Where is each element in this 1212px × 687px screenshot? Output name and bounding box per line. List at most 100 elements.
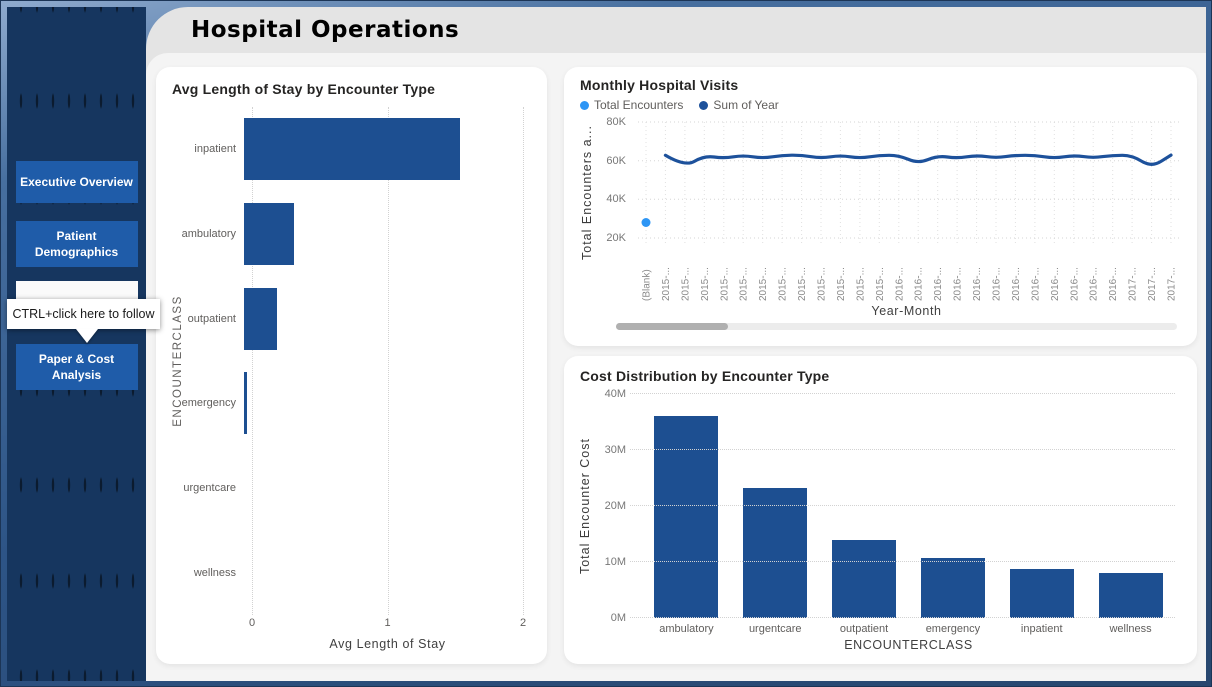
line-y-axis-title: Total Encounters a... xyxy=(580,125,594,261)
axis-tick: 2016-... xyxy=(914,267,925,301)
axis-tick: 2015-... xyxy=(758,267,769,301)
card-cost-distribution: Cost Distribution by Encounter Type Tota… xyxy=(564,356,1197,664)
main-area: Hospital Operations Avg Length of Stay b… xyxy=(146,7,1206,681)
bar-urgentcare[interactable] xyxy=(743,487,808,618)
gridline xyxy=(387,107,389,615)
bar-slot xyxy=(642,394,731,618)
axis-tick: 2015-... xyxy=(855,267,866,301)
category-label: urgentcare xyxy=(748,623,802,635)
category-label: emergency xyxy=(181,397,236,410)
card-avg-length-of-stay: Avg Length of Stay by Encounter Type ENC… xyxy=(156,67,547,664)
line-x-axis-title: Year-Month xyxy=(871,304,942,318)
axis-tick: 2016-... xyxy=(992,267,1003,301)
sidebar-item-paper-cost-analysis[interactable]: Paper & Cost Analysis xyxy=(15,344,138,390)
bar-inpatient[interactable] xyxy=(1009,568,1074,618)
bar-ambulatory[interactable] xyxy=(244,203,295,265)
axis-tick: 20K xyxy=(606,232,626,244)
page-title: Hospital Operations xyxy=(191,17,460,43)
line-chart-scrollbar-thumb[interactable] xyxy=(616,323,729,330)
axis-tick: 2017-... xyxy=(1128,267,1139,301)
axis-tick: 2015-... xyxy=(719,267,730,301)
category-label: inpatient xyxy=(194,143,236,156)
axis-tick: 2015-... xyxy=(797,267,808,301)
category-label: wellness xyxy=(193,566,236,579)
axis-tick: 2015-... xyxy=(700,267,711,301)
axis-tick: 30M xyxy=(604,444,626,456)
line-plot: (Blank) 2015-... 2015-... 2015-... 2015-... 2… xyxy=(638,121,1181,301)
axis-tick: 40K xyxy=(606,193,626,206)
bar-track xyxy=(244,203,523,265)
total-encounters-point[interactable] xyxy=(641,218,651,227)
sum-of-year-line[interactable] xyxy=(663,153,1173,166)
chart-title-monthly-visits: Monthly Hospital Visits xyxy=(580,77,739,93)
axis-tick: 0M xyxy=(610,612,626,624)
axis-tick: 2016-... xyxy=(1050,267,1061,301)
line-y-axis-ticks: 20K 40K 60K 80K xyxy=(596,114,632,304)
chart-title-cost-distribution: Cost Distribution by Encounter Type xyxy=(580,368,830,384)
gridline xyxy=(630,617,1175,618)
axis-tick: 2015-... xyxy=(778,267,789,301)
bar-slot xyxy=(908,394,997,618)
sidebar: Executive Overview Patient Demographics … xyxy=(7,7,160,681)
bar-outpatient[interactable] xyxy=(832,539,897,618)
axis-tick: 2016-... xyxy=(933,267,944,301)
report-header: Hospital Operations xyxy=(146,7,1206,53)
axis-tick: 2016-... xyxy=(953,267,964,301)
bar-ambulatory[interactable] xyxy=(654,416,719,618)
axis-tick: (Blank) xyxy=(642,269,653,301)
avg-los-row: ambulatory xyxy=(172,192,531,277)
category-label: emergency xyxy=(925,623,981,635)
category-label: ambulatory xyxy=(659,623,714,635)
cost-x-axis-labels: ambulatory urgentcare outpatient emergency i… xyxy=(642,623,1175,635)
axis-tick: 2015-... xyxy=(661,267,672,301)
legend-dot-total-encounters xyxy=(580,100,589,110)
category-label: inpatient xyxy=(1020,623,1063,635)
bar-slot xyxy=(1086,394,1175,618)
axis-tick: 2016-... xyxy=(1011,267,1022,301)
axis-tick: 2016-... xyxy=(1069,267,1080,301)
axis-tick: 2016-... xyxy=(1089,267,1100,301)
bar-track xyxy=(244,287,523,350)
bar-emergency[interactable] xyxy=(920,558,985,618)
axis-tick: 2016-... xyxy=(894,267,905,301)
bar-wellness[interactable] xyxy=(1098,572,1163,618)
axis-tick: 2017-... xyxy=(1147,267,1158,301)
axis-tick: 20M xyxy=(604,500,626,512)
axis-tick: 40M xyxy=(604,388,626,400)
axis-tick: 80K xyxy=(606,116,626,128)
axis-tick: 1 xyxy=(384,617,391,629)
bar-track xyxy=(244,118,523,181)
line-chart-area: Total Encounters a... 20K 40K 60K 80K (Blan… xyxy=(580,114,1181,304)
bar-emergency[interactable] xyxy=(244,372,247,435)
legend-dot-sum-of-year xyxy=(699,100,709,110)
gridline xyxy=(630,561,1175,562)
legend-item-sum-of-year[interactable]: Sum of Year xyxy=(699,98,779,112)
bar-track xyxy=(244,542,523,604)
line-chart-scrollbar-track[interactable] xyxy=(616,323,1177,330)
avg-los-x-axis-ticks: 0 1 2 xyxy=(249,617,526,633)
axis-tick: 2016-... xyxy=(972,267,983,301)
bar-slot xyxy=(997,394,1086,618)
avg-los-row: inpatient xyxy=(172,107,531,192)
bar-slot xyxy=(820,394,909,618)
sidebar-item-patient-demographics[interactable]: Patient Demographics xyxy=(15,221,138,267)
sidebar-item-executive-overview[interactable]: Executive Overview xyxy=(15,161,138,203)
tooltip-caret xyxy=(76,329,98,343)
chart-title-avg-los: Avg Length of Stay by Encounter Type xyxy=(172,81,436,97)
legend-item-total-encounters[interactable]: Total Encounters xyxy=(580,98,683,112)
bar-track xyxy=(244,457,523,519)
bar-inpatient[interactable] xyxy=(244,118,461,181)
avg-los-row: outpatient xyxy=(172,276,531,361)
axis-tick: 2015-... xyxy=(739,267,750,301)
avg-los-gridlines xyxy=(252,107,524,615)
axis-tick: 2015-... xyxy=(817,267,828,301)
axis-tick: 2015-... xyxy=(836,267,847,301)
link-tooltip: CTRL+click here to follow xyxy=(7,299,160,329)
bar-outpatient[interactable] xyxy=(244,287,278,350)
avg-los-row: wellness xyxy=(172,530,531,615)
axis-tick: 2016-... xyxy=(1030,267,1041,301)
legend: Total Encounters Sum of Year xyxy=(580,98,1181,112)
cost-plot: 0M 10M 20M 30M 40M xyxy=(605,388,1175,624)
legend-label: Total Encounters xyxy=(594,98,684,112)
